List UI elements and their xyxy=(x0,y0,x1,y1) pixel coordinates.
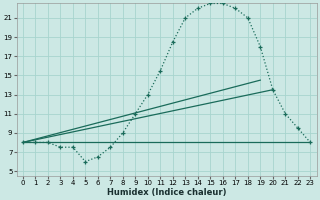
X-axis label: Humidex (Indice chaleur): Humidex (Indice chaleur) xyxy=(107,188,226,197)
